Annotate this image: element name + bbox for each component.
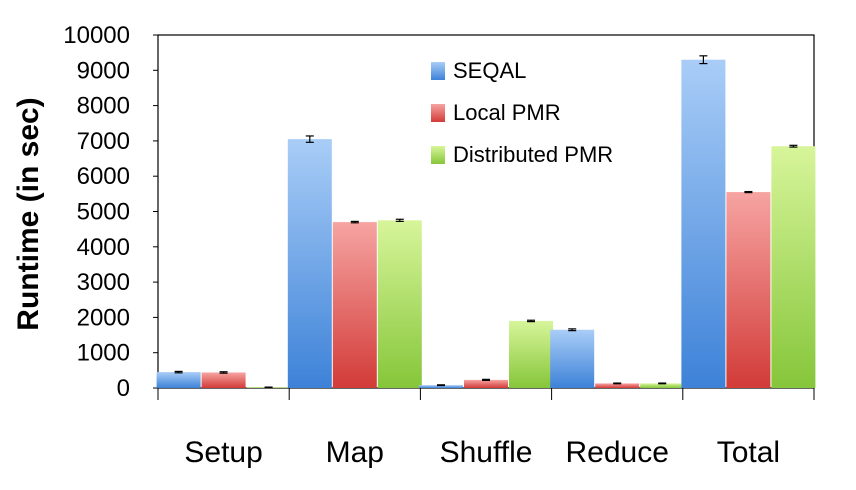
y-tick-label: 9000 (77, 57, 130, 84)
y-tick-label: 4000 (77, 234, 130, 261)
error-bar (482, 378, 490, 382)
bars (156, 55, 816, 389)
y-tick-label: 2000 (77, 304, 130, 331)
bar-total-local-pmr (726, 192, 771, 388)
legend-swatch (431, 104, 445, 122)
error-bar (658, 382, 667, 385)
bar-shuffle-distributed-pmr (509, 320, 553, 388)
legend-swatch (431, 62, 445, 80)
y-tick-label: 3000 (77, 269, 130, 296)
bar-total-seqal (681, 59, 726, 389)
legend-label: Distributed PMR (453, 142, 613, 167)
y-axis: 0 1000 2000 3000 4000 5000 6000 7000 8000 9000 100… (63, 22, 158, 402)
y-axis-label: Runtime (in sec) (12, 97, 45, 330)
y-tick-label: 1000 (77, 340, 130, 367)
x-tick-label: Shuffle (440, 436, 533, 469)
x-tick-label: Reduce (565, 436, 668, 469)
error-bar (174, 370, 183, 374)
legend-label: Local PMR (453, 100, 561, 125)
y-tick-label: 7000 (77, 128, 130, 155)
error-bar (437, 384, 445, 387)
bar-map-seqal (287, 139, 332, 388)
bar-shuffle-seqal (419, 385, 463, 388)
error-bar (219, 371, 228, 374)
legend-swatch (431, 146, 445, 164)
bar-reduce-distributed-pmr (640, 383, 685, 388)
bar-map-local-pmr (332, 222, 377, 388)
bar-reduce-seqal (550, 329, 595, 388)
error-bar (613, 382, 622, 385)
y-tick-label: 10000 (63, 22, 130, 49)
legend: SEQAL Local PMR Distributed PMR (431, 58, 613, 167)
error-bar (744, 190, 753, 194)
x-axis: Setup Map Shuffle Reduce Total (157, 388, 815, 469)
y-tick-label: 5000 (77, 199, 130, 226)
x-tick-label: Map (326, 436, 384, 469)
error-bar (395, 218, 404, 222)
error-bar (568, 328, 577, 332)
x-tick-label: Total (717, 436, 780, 469)
y-tick-label: 0 (117, 375, 130, 402)
bar-setup-seqal (156, 372, 201, 388)
bar-shuffle-local-pmr (464, 379, 508, 388)
bar-map-distributed-pmr (377, 220, 422, 388)
bar-reduce-local-pmr (595, 383, 640, 388)
y-tick-label: 6000 (77, 163, 130, 190)
error-bar (305, 135, 314, 143)
error-bar (699, 55, 708, 65)
error-bar (527, 319, 535, 323)
x-tick-label: Setup (184, 436, 262, 469)
error-bar (350, 220, 359, 224)
legend-label: SEQAL (453, 58, 526, 83)
bar-total-distributed-pmr (771, 146, 816, 388)
bar-setup-local-pmr (201, 372, 246, 388)
error-bar (789, 144, 798, 148)
y-tick-label: 8000 (77, 93, 130, 120)
